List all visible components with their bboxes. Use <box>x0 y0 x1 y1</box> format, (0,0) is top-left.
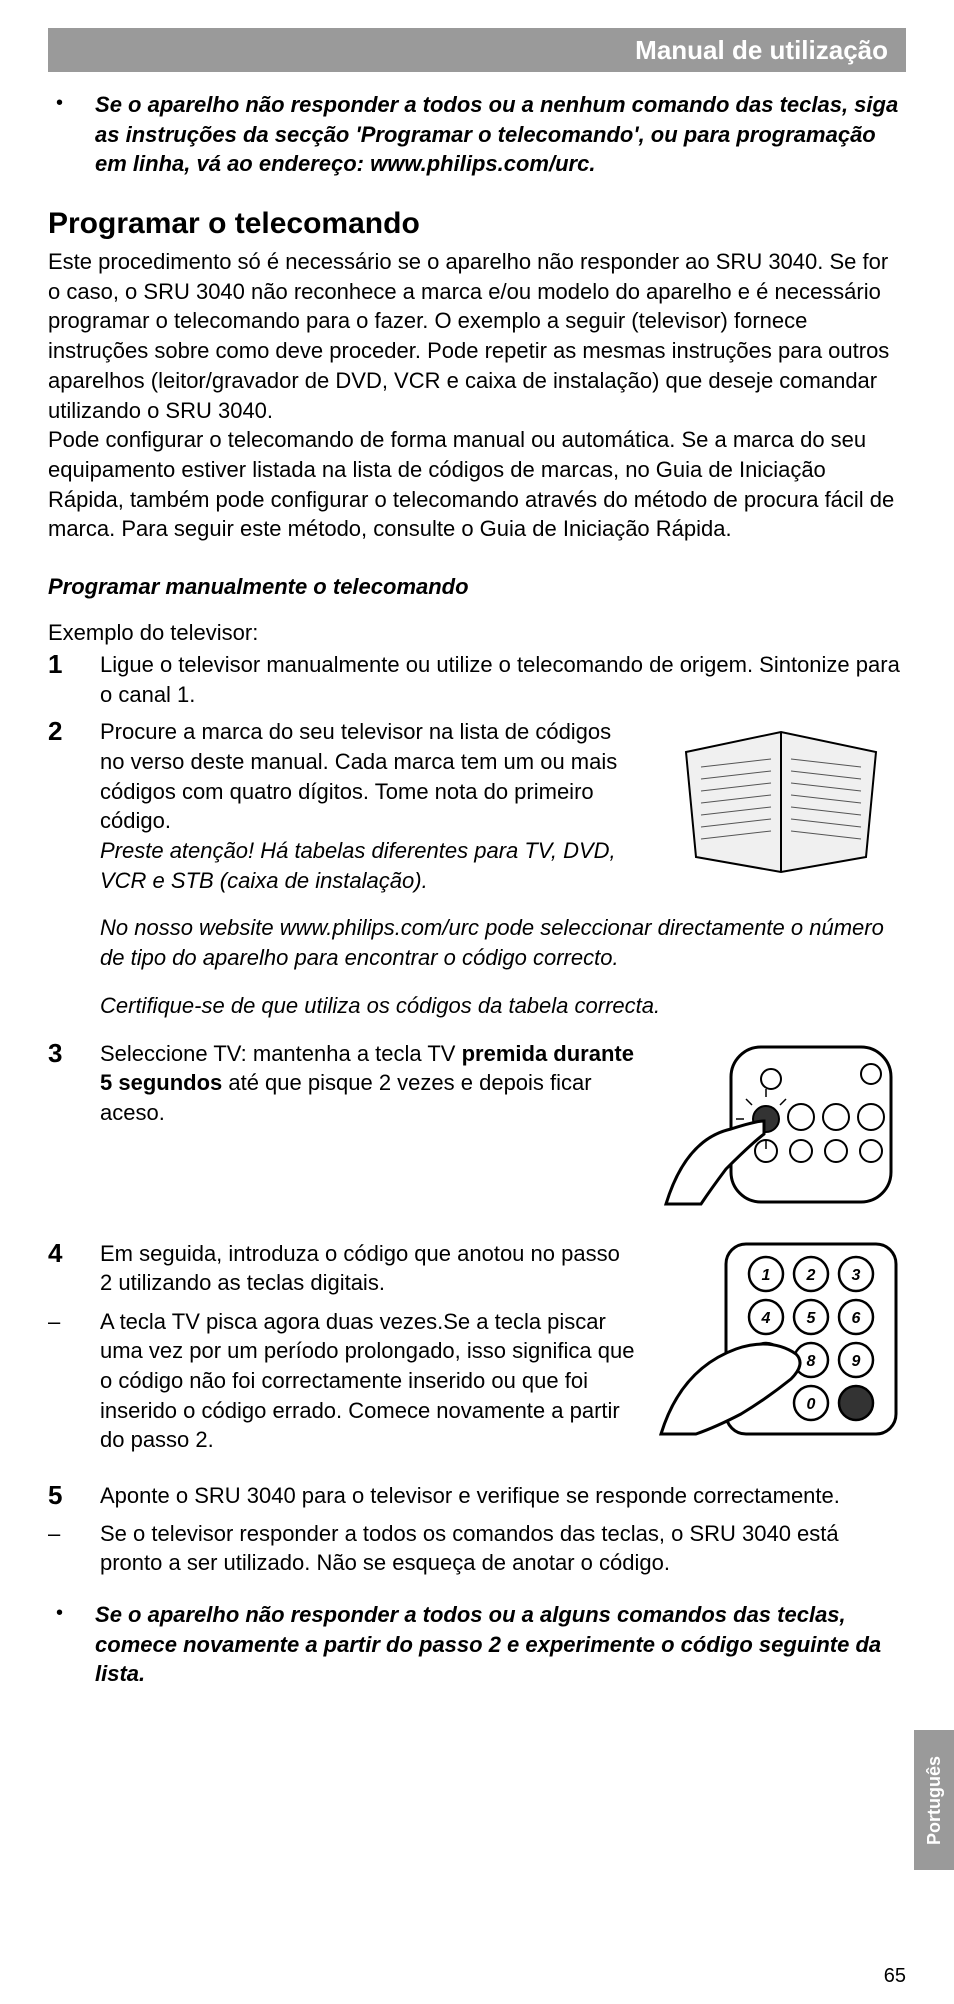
step-number: 3 <box>48 1039 100 1209</box>
remote-top-illustration <box>656 1039 906 1209</box>
header-bar: Manual de utilização <box>48 28 906 72</box>
svg-text:8: 8 <box>807 1353 816 1370</box>
step-5-dash-text: Se o televisor responder a todos os coma… <box>100 1519 906 1578</box>
step-3-text-a: Seleccione TV: mantenha a tecla TV <box>100 1041 462 1066</box>
step-4-text: Em seguida, introduza o código que anoto… <box>100 1241 620 1296</box>
booklet-illustration <box>656 717 906 887</box>
table-note: Certifique-se de que utiliza os códigos … <box>100 991 906 1021</box>
step-1-text: Ligue o televisor manualmente ou utilize… <box>100 650 906 709</box>
step-number: 2 <box>48 717 100 895</box>
language-tab: Português <box>914 1730 954 1870</box>
page-content: • Se o aparelho não responder a todos ou… <box>48 90 906 1689</box>
section-heading: Programar o telecomando <box>48 207 906 241</box>
dash-marker: – <box>48 1307 100 1455</box>
step-2-text-b: Preste atenção! Há tabelas diferentes pa… <box>100 838 616 893</box>
intro-bullet-text: Se o aparelho não responder a todos ou a… <box>95 90 906 179</box>
step-5-text: Aponte o SRU 3040 para o televisor e ver… <box>100 1481 906 1511</box>
example-label: Exemplo do televisor: <box>48 620 906 646</box>
step-number: 5 <box>48 1481 100 1511</box>
step-4-dash-text: A tecla TV pisca agora duas vezes.Se a t… <box>100 1307 636 1455</box>
svg-text:0: 0 <box>807 1396 816 1413</box>
step-5-dash: – Se o televisor responder a todos os co… <box>48 1519 906 1578</box>
remote-keypad-illustration: 1 2 3 4 5 6 7 8 9 0 <box>656 1239 906 1439</box>
final-bullet-text: Se o aparelho não responder a todos ou a… <box>95 1600 906 1689</box>
step-2: 2 Procure a marca do seu televisor na li… <box>48 717 906 895</box>
step-2-text-col: Procure a marca do seu televisor na list… <box>100 717 638 895</box>
website-note: No nosso website www.philips.com/urc pod… <box>100 913 906 972</box>
svg-text:4: 4 <box>761 1310 771 1327</box>
step-5: 5 Aponte o SRU 3040 para o televisor e v… <box>48 1481 906 1511</box>
step-3-text-col: Seleccione TV: mantenha a tecla TV premi… <box>100 1039 638 1128</box>
bullet-marker: • <box>56 90 63 179</box>
svg-text:3: 3 <box>852 1267 861 1284</box>
svg-text:6: 6 <box>852 1310 861 1327</box>
section-paragraph: Este procedimento só é necessário se o a… <box>48 247 906 544</box>
step-1: 1 Ligue o televisor manualmente ou utili… <box>48 650 906 709</box>
svg-text:9: 9 <box>852 1353 861 1370</box>
intro-bullet: • Se o aparelho não responder a todos ou… <box>48 90 906 179</box>
bullet-marker: • <box>56 1600 63 1689</box>
svg-text:2: 2 <box>806 1267 816 1284</box>
step-number: 1 <box>48 650 100 709</box>
final-bullet: • Se o aparelho não responder a todos ou… <box>48 1600 906 1689</box>
language-tab-label: Português <box>924 1755 945 1844</box>
step-3-body: Seleccione TV: mantenha a tecla TV premi… <box>100 1039 906 1209</box>
step-4-text-col: Em seguida, introduza o código que anoto… <box>100 1239 638 1298</box>
step-2-body: Procure a marca do seu televisor na list… <box>100 717 906 895</box>
svg-text:5: 5 <box>807 1310 817 1327</box>
svg-text:1: 1 <box>762 1267 771 1284</box>
subsection-heading: Programar manualmente o telecomando <box>48 574 906 600</box>
step-2-text-a: Procure a marca do seu televisor na list… <box>100 719 617 833</box>
step-3: 3 Seleccione TV: mantenha a tecla TV pre… <box>48 1039 906 1209</box>
page-number: 65 <box>884 1965 906 1988</box>
dash-marker: – <box>48 1519 100 1578</box>
header-title: Manual de utilização <box>635 35 888 66</box>
